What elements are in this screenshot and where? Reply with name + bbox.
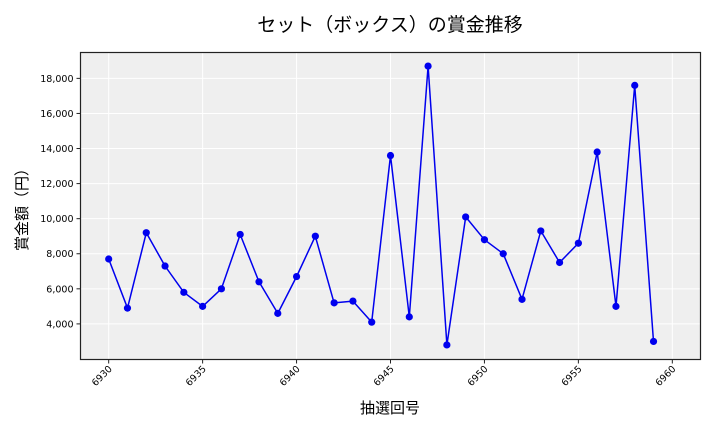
x-tick-label: 6945: [372, 364, 397, 389]
x-tick-label: 6960: [654, 364, 679, 389]
data-point-marker: [424, 62, 432, 70]
x-tick-label: 6940: [278, 364, 303, 389]
data-point-marker: [292, 272, 301, 281]
data-point-marker: [480, 236, 489, 244]
x-tick-label: 6935: [184, 364, 209, 389]
data-point-marker: [593, 148, 601, 156]
x-axis-label: 抽選回号: [360, 399, 420, 417]
data-point-marker: [631, 81, 639, 89]
y-axis-label: 賞金額（円）: [13, 161, 31, 251]
y-tick-label: 6,000: [46, 284, 73, 295]
data-point-marker: [180, 288, 188, 296]
data-point-marker: [612, 302, 620, 310]
data-point-marker: [255, 278, 263, 286]
data-point-marker: [123, 304, 132, 312]
data-point-marker: [330, 299, 338, 307]
data-point-marker: [499, 250, 507, 258]
data-point-marker: [236, 230, 244, 239]
data-point-marker: [386, 151, 395, 160]
data-point-marker: [161, 262, 169, 270]
chart-title: セット（ボックス）の賞金推移: [257, 14, 522, 36]
series-line: [107, 65, 655, 346]
y-tick-label: 14,000: [40, 144, 73, 155]
data-point-marker: [574, 239, 582, 247]
data-point-marker: [274, 309, 282, 317]
data-point-marker: [405, 313, 413, 321]
data-point-marker: [199, 302, 207, 310]
x-tick-label: 6955: [560, 364, 585, 389]
y-tick-label: 18,000: [40, 74, 73, 85]
data-point-marker: [368, 318, 376, 326]
x-tick-label: 6950: [466, 364, 491, 389]
data-point-marker: [537, 227, 545, 235]
y-tick-label: 10,000: [40, 214, 73, 225]
data-point-marker: [349, 297, 357, 305]
y-tick-label: 8,000: [46, 249, 73, 260]
x-axis-ticks: 6930 6935 6940 6945 6950 6955 6960: [90, 359, 679, 389]
y-tick-label: 16,000: [40, 109, 73, 120]
y-tick-label: 12,000: [40, 179, 73, 190]
data-point-marker: [462, 213, 470, 221]
data-point-marker: [555, 258, 564, 267]
y-axis-ticks: 4,000 6,000 8,000 10,000 12,000 14,000 16,000 1…: [40, 74, 81, 330]
data-point-marker: [649, 337, 658, 346]
grid-lines: [80, 52, 701, 360]
x-tick-label: 6930: [90, 364, 115, 389]
data-point-marker: [311, 232, 319, 240]
data-point-marker: [142, 229, 150, 237]
y-tick-label: 4,000: [46, 319, 73, 330]
data-point-marker: [217, 285, 226, 293]
data-point-marker: [105, 255, 113, 263]
data-point-marker: [518, 295, 526, 303]
data-series: [105, 62, 658, 349]
data-point-marker: [443, 341, 451, 349]
